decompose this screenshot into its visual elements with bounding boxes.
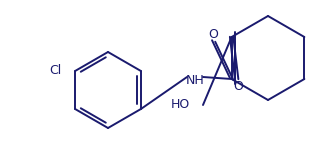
Text: HO: HO: [171, 98, 190, 111]
Text: O: O: [209, 27, 218, 40]
Text: Cl: Cl: [49, 64, 61, 78]
Text: O: O: [234, 80, 243, 93]
Text: NH: NH: [186, 73, 204, 86]
